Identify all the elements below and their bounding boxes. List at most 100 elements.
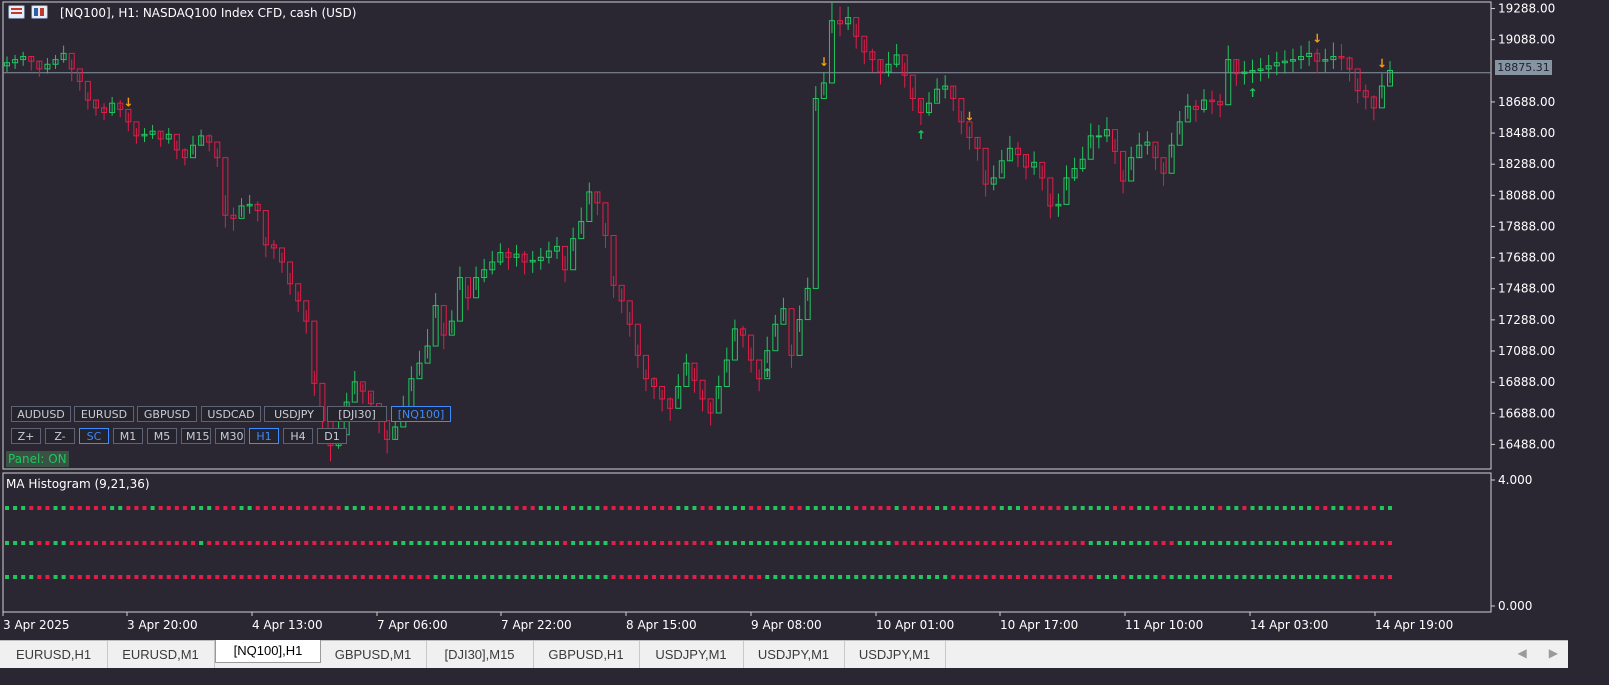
candle-body [675,385,682,409]
histogram-dot [498,541,503,545]
menu-icon[interactable] [8,5,25,19]
tab-usdjpy-m1[interactable]: USDJPY,M1 [639,641,744,668]
price-chart[interactable]: 19288.00 19088.00 18688.00 18488.00 18288.00… [0,0,1568,472]
histogram-dot [328,575,333,579]
tab-usdjpy-m1-3[interactable]: USDJPY,M1 [844,641,946,668]
histogram-dot [1088,575,1093,579]
timeframe-d1-button[interactable]: D1 [317,428,347,444]
candle-body [262,210,269,246]
symbol-button-nq100[interactable]: [NQ100] [391,406,451,422]
zoom-out-button[interactable]: Z- [45,428,75,444]
timeframe-h1-button[interactable]: H1 [249,428,279,444]
histogram-dot [1032,541,1037,545]
tab-eurusd-m1[interactable]: EURUSD,M1 [107,641,215,668]
histogram-dot [959,575,964,579]
sell-arrow-icon: ↓ [1377,57,1387,71]
tab-usdjpy-m1-2[interactable]: USDJPY,M1 [743,641,845,668]
histogram-dot [1323,506,1328,510]
histogram-dot [344,541,349,545]
timeframe-m15-button[interactable]: M15 [181,428,211,444]
symbol-button-audusd[interactable]: AUDUSD [11,406,71,422]
candle-body [699,379,706,400]
scroll-right-icon[interactable]: ▶ [1548,646,1558,660]
sc-button[interactable]: SC [79,428,109,444]
candle-body [190,144,197,159]
histogram-dot [943,541,948,545]
histogram-dot [603,575,608,579]
histogram-dot [1363,506,1368,510]
histogram-dot [1388,506,1392,510]
tab-gbpusd-m1[interactable]: GBPUSD,M1 [320,641,427,668]
tab-dji30-m15[interactable]: [DJI30],M15 [426,641,534,668]
histogram-dot [999,575,1004,579]
histogram-dot [732,575,737,579]
histogram-dot [425,506,430,510]
panel-status[interactable]: Panel: ON [6,451,69,467]
candle-body [1039,161,1046,179]
histogram-dot [1315,575,1320,579]
histogram-dot [894,575,899,579]
zoom-in-button[interactable]: Z+ [11,428,41,444]
histogram-dot [813,506,818,510]
histogram-dot [506,506,511,510]
histogram-dot [878,506,883,510]
sell-arrow-icon: ↓ [123,96,133,110]
histogram-dot [676,541,681,545]
candle-body [206,135,213,143]
histogram-dot [983,541,988,545]
tab-gbpusd-h1[interactable]: GBPUSD,H1 [533,641,640,668]
histogram-dot [749,506,754,510]
candle-body [909,74,916,100]
timeframe-m5-button[interactable]: M5 [147,428,177,444]
histogram-dot [886,506,891,510]
symbol-button-dji30[interactable]: [DJI30] [327,406,387,422]
histogram-dot [740,541,745,545]
histogram-dot [191,506,196,510]
timeframe-m30-button[interactable]: M30 [215,428,245,444]
candle-body [214,141,221,159]
histogram-dot [821,541,826,545]
tab-nq100-h1[interactable]: [NQ100],H1 [215,640,321,663]
histogram-dot [360,575,365,579]
timeframe-h4-button[interactable]: H4 [283,428,313,444]
histogram-dot [433,541,438,545]
symbol-button-gbpusd[interactable]: GBPUSD [137,406,197,422]
histogram-dot [1137,506,1142,510]
histogram-dot [166,575,171,579]
candle-body [1184,105,1191,123]
candle-body [424,345,431,364]
histogram-dot [546,575,551,579]
histogram-dot [821,575,826,579]
histogram-dot [991,541,996,545]
candle-body [837,20,844,25]
histogram-dot [1201,541,1206,545]
tab-eurusd-h1[interactable]: EURUSD,H1 [0,641,108,668]
candle-body [764,350,771,380]
histogram-dot [781,506,786,510]
candle-body [222,157,229,216]
symbol-button-eurusd[interactable]: EURUSD [74,406,134,422]
timeframe-m1-button[interactable]: M1 [113,428,143,444]
histogram-dot [110,575,115,579]
ma-histogram-chart[interactable]: 4.000 0.000 3 Apr 2025 3 Apr 20:00 4 Apr 13:… [0,472,1568,640]
histogram-dot [805,541,810,545]
histogram-dot [344,575,349,579]
histogram-dot [935,541,940,545]
symbol-button-usdjpy[interactable]: USDJPY [264,406,324,422]
scroll-left-icon[interactable]: ◀ [1517,646,1527,660]
candle-body [917,98,924,114]
histogram-dot [1274,506,1279,510]
histogram-dot [862,575,867,579]
histogram-dot [660,506,665,510]
candle-body [537,256,544,261]
histogram-dot [182,506,187,510]
histogram-dot [846,575,851,579]
histogram-dot [1218,541,1223,545]
histogram-dot [93,506,98,510]
symbol-button-usdcad[interactable]: USDCAD [201,406,261,422]
chart-icon[interactable] [31,5,48,19]
histogram-dot [296,541,301,545]
histogram-dot [336,506,341,510]
price-axis-label: 16888.00 [1498,375,1555,389]
candle-body [20,55,27,61]
